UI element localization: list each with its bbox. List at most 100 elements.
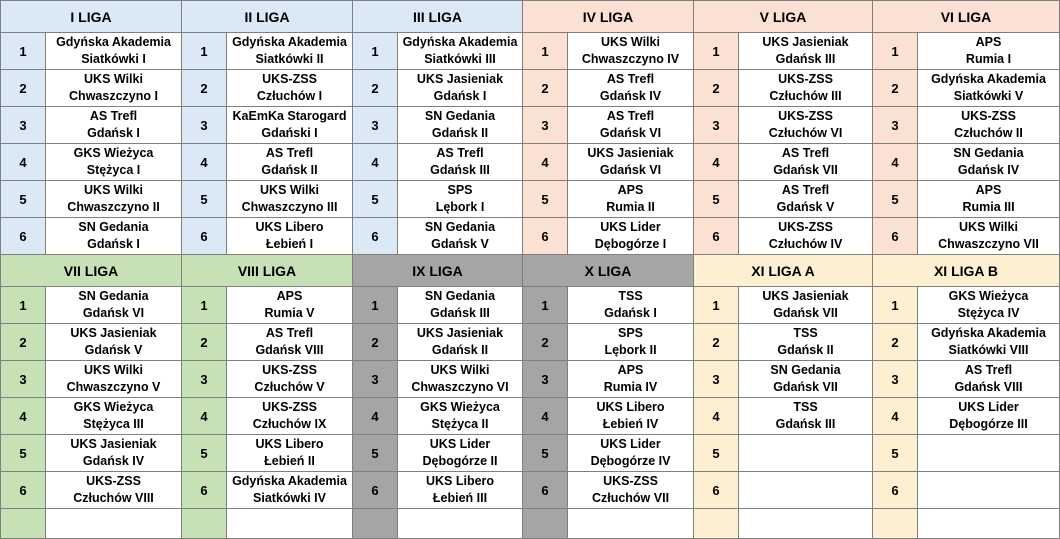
team-name-line1: UKS Wilki xyxy=(84,363,143,377)
position-number: 1 xyxy=(353,287,398,323)
position-number: 3 xyxy=(1,361,46,397)
team-name-line1: SPS xyxy=(447,183,473,197)
team-name: UKS Libero Łebień IV xyxy=(568,398,693,434)
team-name-line1: SN Gedania xyxy=(953,146,1024,160)
position-number: 1 xyxy=(182,287,227,323)
team-name: UKS Wilki Chwaszczyno VII xyxy=(918,218,1059,254)
position-number: 3 xyxy=(182,107,227,143)
position-number: 2 xyxy=(353,70,398,106)
position-number: 3 xyxy=(694,361,739,397)
position-number: 1 xyxy=(353,33,398,69)
position-number: 5 xyxy=(523,435,568,471)
position-number: 5 xyxy=(182,181,227,217)
league-title: X LIGA xyxy=(522,254,694,287)
position-number: 3 xyxy=(873,107,918,143)
team-name xyxy=(739,435,872,471)
empty-row xyxy=(693,509,873,539)
team-name: UKS-ZSS Człuchów II xyxy=(918,107,1059,143)
league-leagues_top-1: II LIGA 1 Gdyńska Akademia Siatkówki II 2 UKS… xyxy=(181,0,353,255)
team-name-line2: Siatkówki II xyxy=(255,52,324,66)
team-name-line2: Stężyca IV xyxy=(957,306,1020,320)
position-number: 6 xyxy=(694,218,739,254)
table-row: 5 xyxy=(872,435,1060,472)
team-name-line1: APS xyxy=(617,183,644,197)
team-name: SN Gedania Gdańsk VI xyxy=(46,287,181,323)
league-title: III LIGA xyxy=(352,0,523,33)
table-row: 1 GKS Wieżyca Stężyca IV xyxy=(872,287,1060,324)
position-number: 6 xyxy=(1,218,46,254)
team-name-line1: APS xyxy=(975,183,1002,197)
position-number: 4 xyxy=(182,144,227,180)
team-name-line1: AS Trefl xyxy=(436,146,484,160)
team-name-line1: UKS-ZSS xyxy=(778,220,833,234)
table-row: 5 UKS Libero Łebień II xyxy=(181,435,353,472)
team-name-line2: Gdańsk I xyxy=(604,306,657,320)
table-row: 3 UKS-ZSS Człuchów V xyxy=(181,361,353,398)
team-name: UKS Wilki Chwaszczyno III xyxy=(227,181,352,217)
team-name-line1: UKS-ZSS xyxy=(262,363,317,377)
team-name: UKS Lider Dębogórze IV xyxy=(568,435,693,471)
team-name-line1: AS Trefl xyxy=(606,109,655,123)
empty-team-cell xyxy=(918,509,1059,538)
table-row: 6 UKS Wilki Chwaszczyno VII xyxy=(872,218,1060,255)
position-number: 6 xyxy=(353,472,398,508)
empty-number-cell xyxy=(1,509,46,538)
team-name-line1: UKS Jasieniak xyxy=(762,35,849,49)
team-name-line1: UKS Libero xyxy=(596,400,665,414)
position-number: 4 xyxy=(694,398,739,434)
position-number: 1 xyxy=(1,33,46,69)
team-name: Gdyńska Akademia Siatkówki II xyxy=(227,33,352,69)
team-name: APS Rumia I xyxy=(918,33,1059,69)
team-name-line2: Dębogórze II xyxy=(422,454,498,468)
table-row: 4 TSS Gdańsk III xyxy=(693,398,873,435)
team-name-line2: Siatkówki VIII xyxy=(948,343,1029,357)
position-number: 4 xyxy=(694,144,739,180)
team-name-line2: Gdańsk VI xyxy=(599,126,662,140)
position-number: 1 xyxy=(873,33,918,69)
team-name: AS Trefl Gdańsk VI xyxy=(568,107,693,143)
team-name-line2: Chwaszczyno VI xyxy=(411,380,509,394)
team-name: Gdyńska Akademia Siatkówki I xyxy=(46,33,181,69)
team-name-line2: Rumia II xyxy=(606,200,655,214)
table-row: 2 TSS Gdańsk II xyxy=(693,324,873,361)
team-name: TSS Gdańsk III xyxy=(739,398,872,434)
team-name-line2: Gdańsk III xyxy=(430,306,490,320)
team-name-line2: Gdańsk III xyxy=(775,52,836,66)
table-row: 1 APS Rumia I xyxy=(872,33,1060,70)
position-number: 4 xyxy=(523,398,568,434)
team-name: AS Trefl Gdańsk VIII xyxy=(918,361,1059,397)
team-name: UKS Lider Dębogórze I xyxy=(568,218,693,254)
table-row: 3 UKS Wilki Chwaszczyno V xyxy=(0,361,182,398)
table-row: 3 UKS Wilki Chwaszczyno VI xyxy=(352,361,523,398)
table-row: 5 APS Rumia II xyxy=(522,181,694,218)
team-name: UKS Lider Dębogórze II xyxy=(398,435,522,471)
team-name: UKS Jasieniak Gdańsk I xyxy=(398,70,522,106)
team-name: UKS Wilki Chwaszczyno I xyxy=(46,70,181,106)
table-row: 4 UKS Jasieniak Gdańsk VI xyxy=(522,144,694,181)
table-row: 2 Gdyńska Akademia Siatkówki VIII xyxy=(872,324,1060,361)
team-name-line1: UKS Jasieniak xyxy=(70,326,157,340)
position-number: 4 xyxy=(873,144,918,180)
table-row: 4 GKS Wieżyca Stężyca II xyxy=(352,398,523,435)
team-name-line1: UKS Wilki xyxy=(959,220,1018,234)
position-number: 3 xyxy=(182,361,227,397)
team-name-line2: Dębogórze I xyxy=(594,237,667,251)
table-row: 2 AS Trefl Gdańsk IV xyxy=(522,70,694,107)
team-name: GKS Wieżyca Stężyca III xyxy=(46,398,181,434)
team-name-line1: Gdyńska Akademia xyxy=(931,72,1046,86)
team-name: GKS Wieżyca Stężyca II xyxy=(398,398,522,434)
team-name-line2: Człuchów VI xyxy=(768,126,843,140)
empty-team-cell xyxy=(739,509,872,538)
table-row: 3 KaEmKa Starogard Gdański I xyxy=(181,107,353,144)
table-row: 6 UKS-ZSS Człuchów IV xyxy=(693,218,873,255)
team-name-line2: Gdańsk VIII xyxy=(954,380,1023,394)
empty-row xyxy=(352,509,523,539)
empty-number-cell xyxy=(873,509,918,538)
team-name: GKS Wieżyca Stężyca I xyxy=(46,144,181,180)
table-row: 2 Gdyńska Akademia Siatkówki V xyxy=(872,70,1060,107)
team-name-line2: Chwaszczyno III xyxy=(241,200,338,214)
team-name-line2: Gdańsk II xyxy=(261,163,318,177)
team-name-line2: Stężyca II xyxy=(431,417,489,431)
table-row: 5 UKS Lider Dębogórze II xyxy=(352,435,523,472)
team-name-line2: Lębork I xyxy=(435,200,485,214)
